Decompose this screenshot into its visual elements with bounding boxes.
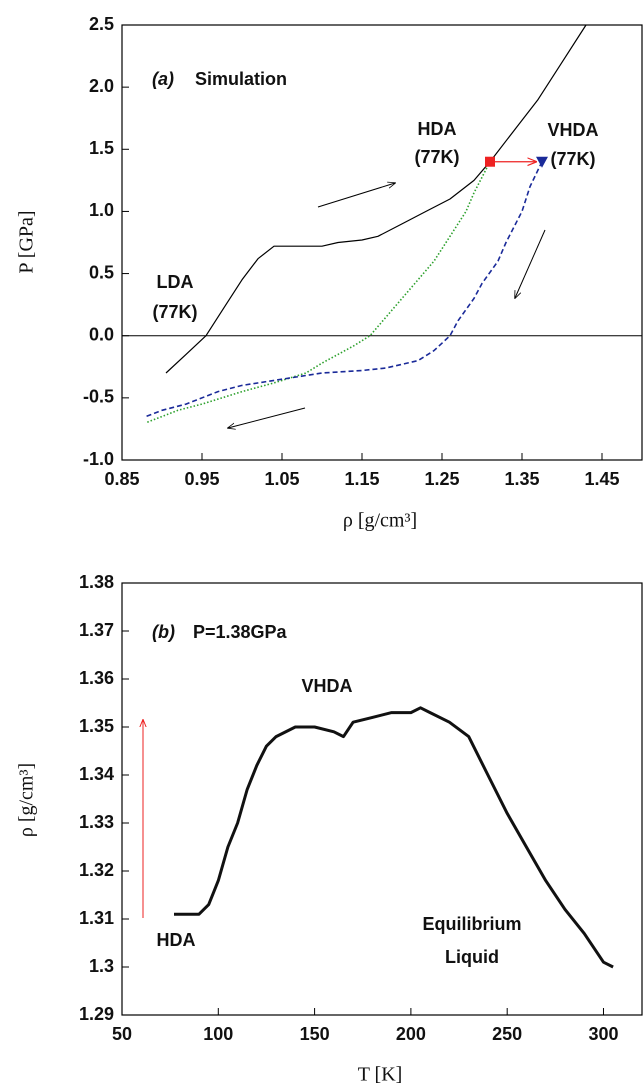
data-line — [145, 161, 491, 424]
y-tick-label: 1.36 — [79, 668, 114, 688]
data-line — [165, 24, 587, 374]
x-axis-title: ρ [g/cm³] — [343, 510, 417, 532]
annotation: VHDA — [301, 676, 352, 696]
point-marker — [485, 156, 495, 167]
y-tick-label: 2.0 — [89, 76, 114, 96]
annotation: VHDA — [547, 120, 598, 140]
arrow — [515, 229, 546, 298]
annotation: LDA — [157, 272, 194, 292]
point-marker — [536, 156, 548, 168]
y-tick-label: 1.37 — [79, 620, 114, 640]
annotation: (77K) — [152, 302, 197, 322]
subtitle: P=1.38GPa — [193, 622, 288, 642]
y-axis-title: ρ [g/cm³] — [16, 763, 38, 837]
annotation: HDA — [418, 119, 457, 139]
x-tick-label: 1.45 — [584, 469, 619, 489]
arrow — [228, 407, 306, 428]
x-tick-label: 250 — [492, 1024, 522, 1044]
plot-frame — [121, 24, 643, 461]
x-tick-label: 1.35 — [504, 469, 539, 489]
x-tick-label: 150 — [300, 1024, 330, 1044]
annotation: (77K) — [414, 147, 459, 167]
y-tick-label: 1.0 — [89, 200, 114, 220]
data-line — [174, 706, 614, 969]
data-line — [145, 161, 543, 418]
y-tick-label: 1.33 — [79, 812, 114, 832]
y-tick-label: 1.35 — [79, 716, 114, 736]
x-tick-label: 1.05 — [264, 469, 299, 489]
annotation: (77K) — [550, 149, 595, 169]
y-tick-label: 2.5 — [89, 14, 114, 34]
x-tick-label: 300 — [588, 1024, 618, 1044]
x-tick-label: 50 — [112, 1024, 132, 1044]
x-tick-label: 1.15 — [344, 469, 379, 489]
annotation: Liquid — [445, 947, 499, 967]
y-tick-label: 1.34 — [79, 764, 114, 784]
x-axis-title: T [K] — [358, 1064, 403, 1086]
x-tick-label: 200 — [396, 1024, 426, 1044]
annotation: Equilibrium — [423, 914, 522, 934]
y-tick-label: 1.5 — [89, 138, 114, 158]
y-tick-label: -0.5 — [83, 387, 114, 407]
y-tick-label: -1.0 — [83, 449, 114, 469]
y-tick-label: 0.0 — [89, 324, 114, 344]
panel-label: (b) — [152, 622, 175, 642]
y-tick-label: 1.32 — [79, 860, 114, 880]
x-tick-label: 0.95 — [184, 469, 219, 489]
y-tick-label: 1.38 — [79, 572, 114, 592]
panel-label: (a) — [152, 69, 174, 89]
y-tick-label: 1.3 — [89, 956, 114, 976]
arrow — [317, 183, 395, 208]
x-tick-label: 0.85 — [104, 469, 139, 489]
y-tick-label: 0.5 — [89, 262, 114, 282]
x-tick-label: 100 — [203, 1024, 233, 1044]
plot-frame — [121, 582, 643, 1016]
y-axis-title: P [GPa] — [16, 210, 38, 273]
y-tick-label: 1.31 — [79, 908, 114, 928]
subtitle: Simulation — [195, 69, 287, 89]
annotation: HDA — [157, 930, 196, 950]
x-tick-label: 1.25 — [424, 469, 459, 489]
y-tick-label: 1.29 — [79, 1004, 114, 1024]
